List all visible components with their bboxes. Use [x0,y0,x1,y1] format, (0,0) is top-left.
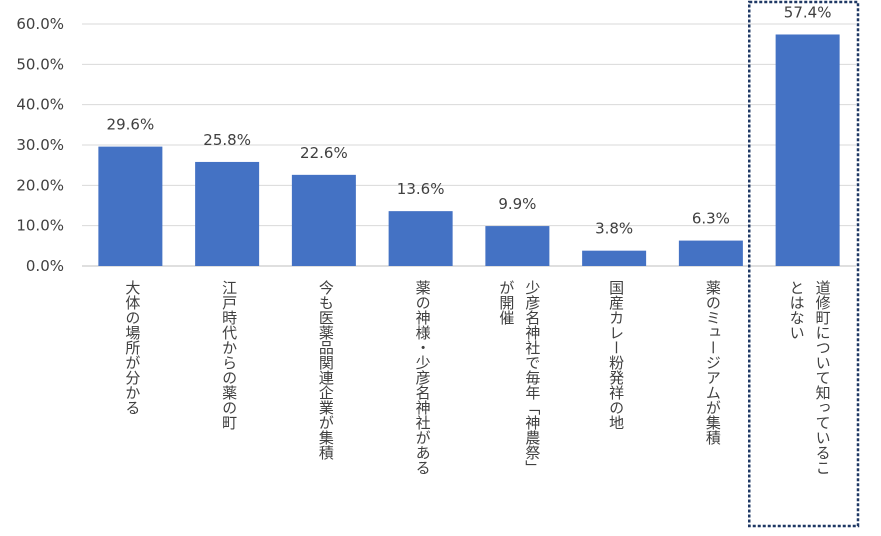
category-label: 大体の場所が分かる [123,280,141,415]
bars [98,34,840,267]
bar [485,226,550,266]
y-tick-label: 10.0% [16,217,64,235]
bar [98,146,163,266]
category-label: 薬の神様・少彦名神社がある [414,280,432,475]
bar [678,240,743,266]
highlight-box [748,0,860,528]
category-label: 国産カレー粉発祥の地 [607,280,625,430]
bar [388,211,453,266]
bar [775,34,840,267]
category-label: 少彦名神社で毎年「神農祭」 [523,280,541,475]
data-label: 6.3% [692,210,730,228]
data-label: 57.4% [784,3,832,21]
y-tick-label: 0.0% [26,257,64,275]
y-tick-label: 50.0% [16,55,64,73]
y-tick-label: 40.0% [16,96,64,114]
y-tick-label: 20.0% [16,176,64,194]
category-label: 今も医薬品関連企業が集積 [317,280,335,460]
category-label: 薬のミュージアムが集積 [704,280,722,445]
data-label: 9.9% [498,195,536,213]
data-label: 22.6% [300,144,348,162]
data-labels: 29.6% 25.8% 22.6% 13.6% 9.9% 3.8% 6.3% 57.4% [107,3,832,237]
category-label: 道修町について知っているこ [814,280,832,475]
data-label: 3.8% [595,220,633,238]
bar [195,161,260,266]
y-tick-label: 60.0% [16,15,64,33]
y-tick-label: 30.0% [16,136,64,154]
category-label: とはない [788,280,806,340]
data-label: 25.8% [203,131,251,149]
data-label: 29.6% [107,116,155,134]
y-axis-ticks: 0.0% 10.0% 20.0% 30.0% 40.0% 50.0% 60.0% [16,15,64,275]
bar [291,174,356,266]
data-label: 13.6% [397,180,445,198]
category-label: が開催 [497,280,515,325]
bar [582,250,647,266]
category-labels: 大体の場所が分かる 江戸時代からの薬の町 今も医薬品関連企業が集積 薬の神様・少彦名神… [123,280,831,475]
category-label: 江戸時代からの薬の町 [220,280,238,430]
